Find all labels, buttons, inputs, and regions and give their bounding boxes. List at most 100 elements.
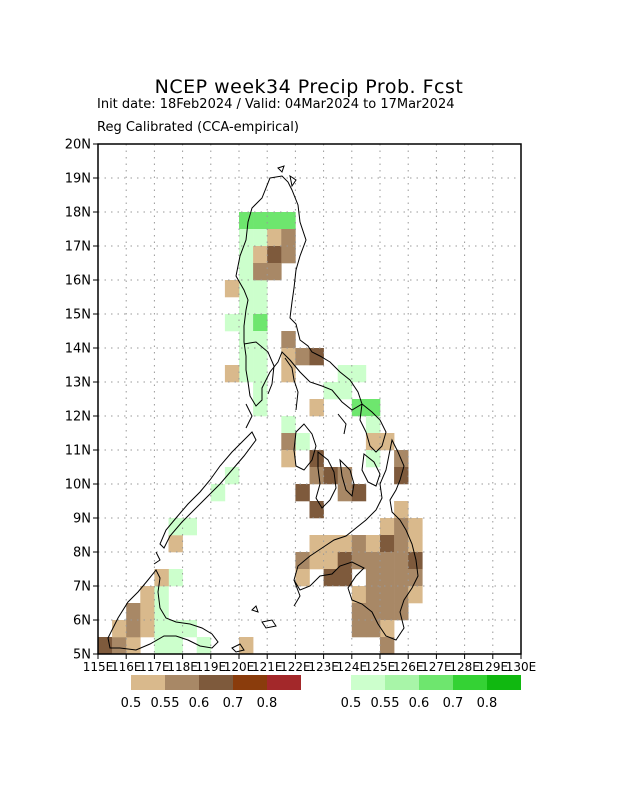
y-tick-label: 18N [65, 206, 91, 221]
prob-cell [281, 246, 296, 264]
prob-cell [337, 484, 353, 502]
prob-cell [140, 586, 155, 604]
prob-cell [380, 637, 395, 655]
prob-cell [394, 603, 409, 621]
prob-cell [239, 314, 254, 332]
prob-cell [323, 535, 338, 553]
legend-swatch [453, 675, 487, 690]
prob-cell [365, 535, 381, 553]
y-tick-label: 10N [65, 478, 91, 493]
prob-cell [112, 637, 127, 655]
prob-cell [408, 569, 423, 587]
prob-cell [337, 365, 353, 383]
prob-cell [351, 484, 367, 502]
prob-cell [253, 212, 268, 230]
prob-cell [239, 280, 254, 298]
prob-cell [267, 229, 282, 247]
x-tick-label: 122E [280, 660, 311, 674]
prob-cell [394, 586, 409, 604]
probability-cells [98, 212, 423, 655]
prob-cell [267, 212, 282, 230]
prob-cell [408, 518, 423, 536]
x-tick-label: 125E [365, 660, 396, 674]
legend-label: 0.8 [257, 696, 278, 711]
prob-cell [365, 620, 381, 638]
prob-cell [154, 637, 169, 655]
prob-cell [323, 569, 338, 587]
legend-swatch [419, 675, 453, 690]
legend-swatch [351, 675, 385, 690]
prob-cell [281, 331, 296, 349]
prob-cell [365, 416, 381, 434]
legend-swatch [165, 675, 199, 690]
x-tick-label: 117E [139, 660, 170, 674]
prob-cell [281, 416, 296, 434]
prob-cell [253, 348, 268, 366]
legend-swatch [487, 675, 521, 690]
prob-cell [253, 399, 268, 417]
x-tick-label: 126E [393, 660, 424, 674]
prob-cell [380, 552, 395, 570]
y-tick-label: 7N [73, 580, 91, 595]
prob-cell [351, 620, 367, 638]
prob-cell [126, 603, 141, 621]
prob-cell [394, 518, 409, 536]
prob-cell [253, 297, 268, 315]
below-normal-legend: 0.5 0.55 0.6 0.7 0.8 [121, 675, 301, 711]
legend-label: 0.5 [121, 696, 142, 711]
y-tick-label: 14N [65, 342, 91, 357]
legend-label: 0.55 [151, 696, 180, 711]
prob-cell [380, 535, 395, 553]
legend-label: 0.7 [443, 696, 464, 711]
prob-cell [126, 620, 141, 638]
prob-cell [154, 586, 169, 604]
prob-cell [168, 637, 183, 655]
chart-subtitle-dates: Init date: 18Feb2024 / Valid: 04Mar2024 … [97, 97, 455, 112]
prob-cell [281, 212, 296, 230]
prob-cell [394, 552, 409, 570]
prob-cell [380, 586, 395, 604]
plot-frame [97, 143, 522, 655]
y-tick-label: 20N [65, 138, 91, 153]
coastline [107, 165, 419, 653]
prob-cell [351, 535, 367, 553]
x-tick-label: 129E [478, 660, 509, 674]
prob-cell [154, 603, 169, 621]
y-tick-label: 9N [73, 512, 91, 527]
prob-cell [253, 314, 268, 332]
prob-cell [224, 467, 240, 485]
x-tick-label: 127E [421, 660, 452, 674]
prob-cell [309, 399, 324, 417]
prob-cell [309, 535, 324, 553]
prob-cell [168, 535, 183, 553]
prob-cell [337, 535, 353, 553]
y-tick-label: 6N [73, 614, 91, 629]
prob-cell [253, 229, 268, 247]
prob-cell [295, 348, 310, 366]
prob-cell [126, 637, 141, 655]
prob-cell [394, 535, 409, 553]
x-tick-label: 124E [337, 660, 368, 674]
x-tick-label: 128E [449, 660, 480, 674]
legend-label: 0.8 [477, 696, 498, 711]
prob-cell [182, 620, 197, 638]
prob-cell [295, 433, 310, 451]
prob-cell [140, 603, 155, 621]
prob-cell [351, 399, 367, 417]
prob-cell [98, 637, 113, 655]
y-tick-label: 15N [65, 308, 91, 323]
prob-cell [380, 620, 395, 638]
prob-cell [351, 586, 367, 604]
prob-cell [337, 552, 353, 570]
prob-cell [309, 467, 324, 485]
prob-cell [408, 535, 423, 553]
prob-cell [168, 569, 183, 587]
prob-cell [224, 314, 240, 332]
prob-cell [380, 518, 395, 536]
legend-swatch [131, 675, 165, 690]
x-tick-label: 130E [506, 660, 537, 674]
legend-label: 0.6 [189, 696, 210, 711]
x-tick-label: 123E [308, 660, 339, 674]
prob-cell [309, 501, 324, 519]
